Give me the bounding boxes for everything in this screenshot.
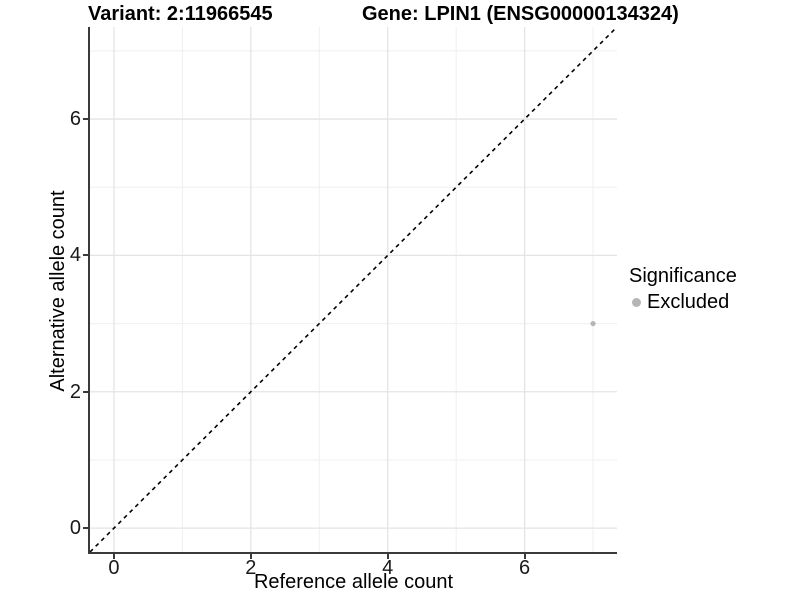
data-point (590, 320, 596, 327)
legend-title: Significance (629, 265, 737, 287)
y-tick-mark (83, 527, 88, 530)
x-tick-mark (523, 554, 526, 559)
y-tick-label: 0 (69, 517, 81, 540)
y-axis-title: Alternative allele count (47, 190, 69, 392)
x-tick-label: 0 (108, 557, 120, 579)
plot-panel (88, 27, 617, 554)
y-tick-mark (83, 254, 88, 257)
x-tick-label: 6 (519, 557, 531, 579)
x-axis-title: Reference allele count (253, 571, 453, 593)
legend-item-excluded: Excluded (629, 290, 737, 314)
y-tick-label: 4 (69, 244, 81, 267)
legend: Significance Excluded (629, 264, 737, 314)
excluded-point-icon (632, 297, 641, 307)
plot-title-variant: Variant: 2:11966545 (88, 3, 273, 25)
y-tick-label: 2 (69, 380, 81, 403)
x-tick-label: 2 (245, 557, 257, 579)
identity-dashed-line (90, 27, 617, 552)
legend-item-label: Excluded (647, 291, 730, 313)
plot-title-gene: Gene: LPIN1 (ENSG00000134324) (362, 3, 679, 25)
y-tick-mark (83, 390, 88, 393)
y-tick-label: 6 (69, 108, 81, 131)
x-tick-mark (249, 554, 252, 559)
y-tick-mark (83, 118, 88, 121)
x-tick-label: 4 (382, 557, 394, 579)
x-tick-mark (386, 554, 389, 559)
plot-canvas (90, 27, 617, 552)
x-tick-mark (112, 554, 115, 559)
